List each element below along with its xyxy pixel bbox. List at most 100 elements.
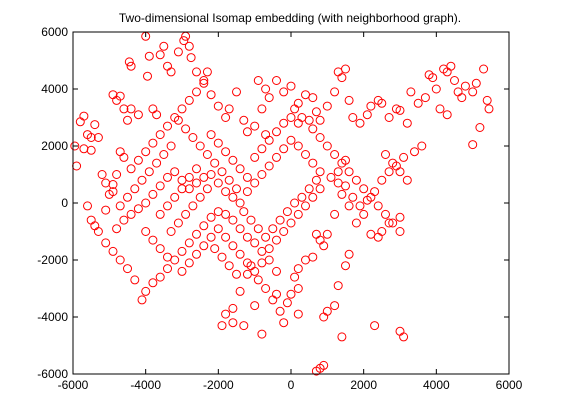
data-point [348, 113, 358, 122]
data-point [453, 87, 463, 97]
data-point [217, 321, 227, 331]
data-point [286, 218, 296, 228]
data-point [268, 224, 278, 234]
data-point [173, 47, 183, 57]
data-point [228, 318, 238, 328]
data-point [370, 187, 380, 197]
data-point [186, 53, 196, 63]
data-point [301, 150, 310, 159]
data-point [359, 184, 369, 194]
data-point [293, 141, 303, 151]
data-point [272, 266, 281, 276]
data-point [282, 207, 292, 217]
data-point [228, 155, 238, 165]
data-point [159, 41, 169, 51]
data-point [101, 238, 111, 248]
data-point [264, 161, 274, 171]
data-point [406, 87, 416, 97]
data-point [272, 235, 281, 245]
data-point [399, 152, 409, 162]
data-point [337, 332, 347, 342]
data-point [261, 284, 271, 293]
data-point [257, 329, 267, 339]
data-point [395, 105, 405, 115]
data-point [221, 309, 231, 319]
data-point [475, 123, 485, 132]
data-point [239, 321, 249, 331]
y-tick-label: 2000 [41, 139, 68, 153]
y-tick-label: 6000 [41, 25, 68, 39]
data-point [108, 187, 118, 197]
data-point [199, 241, 209, 251]
data-point [133, 110, 143, 120]
data-point [333, 167, 343, 177]
data-point [202, 67, 212, 77]
data-point [217, 252, 227, 262]
data-point [257, 104, 267, 114]
data-point [351, 218, 361, 228]
data-point [250, 301, 260, 311]
data-point [101, 205, 111, 215]
data-point [235, 249, 245, 259]
data-point [112, 224, 122, 234]
data-point [250, 266, 260, 276]
data-point [192, 178, 201, 188]
data-point [308, 124, 318, 134]
data-point [184, 258, 194, 268]
data-point [141, 198, 151, 208]
data-point [206, 212, 216, 222]
x-tick-label: 0 [288, 378, 295, 392]
data-point [319, 241, 329, 251]
data-point [184, 238, 194, 248]
data-point [377, 175, 387, 185]
data-point [446, 61, 456, 71]
data-point [93, 133, 103, 142]
data-point [199, 76, 209, 85]
data-point [250, 121, 260, 131]
data-point [148, 278, 158, 288]
data-point [402, 118, 412, 128]
data-point [250, 152, 260, 162]
data-point [239, 115, 249, 125]
data-point [246, 215, 256, 225]
data-point [163, 172, 172, 182]
data-point [130, 275, 140, 285]
data-point [199, 78, 209, 88]
data-point [330, 301, 340, 311]
data-point [417, 141, 427, 151]
data-point [322, 306, 332, 316]
data-point [479, 64, 489, 74]
data-point [264, 135, 274, 145]
data-point [97, 170, 107, 179]
data-point [311, 107, 321, 117]
data-point [301, 90, 310, 100]
data-point [235, 164, 245, 174]
data-point [133, 204, 143, 214]
data-point [293, 118, 303, 128]
data-point [319, 312, 329, 322]
data-point [177, 104, 187, 114]
data-point [188, 133, 198, 142]
x-tick-label: -2000 [203, 378, 234, 392]
data-point [75, 117, 85, 127]
data-point [315, 133, 325, 142]
data-point [308, 93, 318, 103]
data-point [395, 212, 405, 222]
data-point [279, 87, 289, 97]
data-point [137, 295, 147, 305]
data-point [86, 215, 96, 225]
data-point [308, 252, 318, 262]
data-point [179, 36, 189, 46]
data-point [141, 227, 151, 236]
data-point [119, 215, 129, 225]
data-point [308, 158, 318, 168]
data-point [395, 167, 405, 177]
data-point [90, 221, 100, 231]
data-point [177, 246, 187, 256]
data-point [181, 124, 191, 134]
data-point [235, 198, 245, 208]
data-point [460, 81, 470, 91]
data-point [163, 121, 172, 131]
data-point [90, 120, 100, 130]
data-point [224, 175, 234, 185]
